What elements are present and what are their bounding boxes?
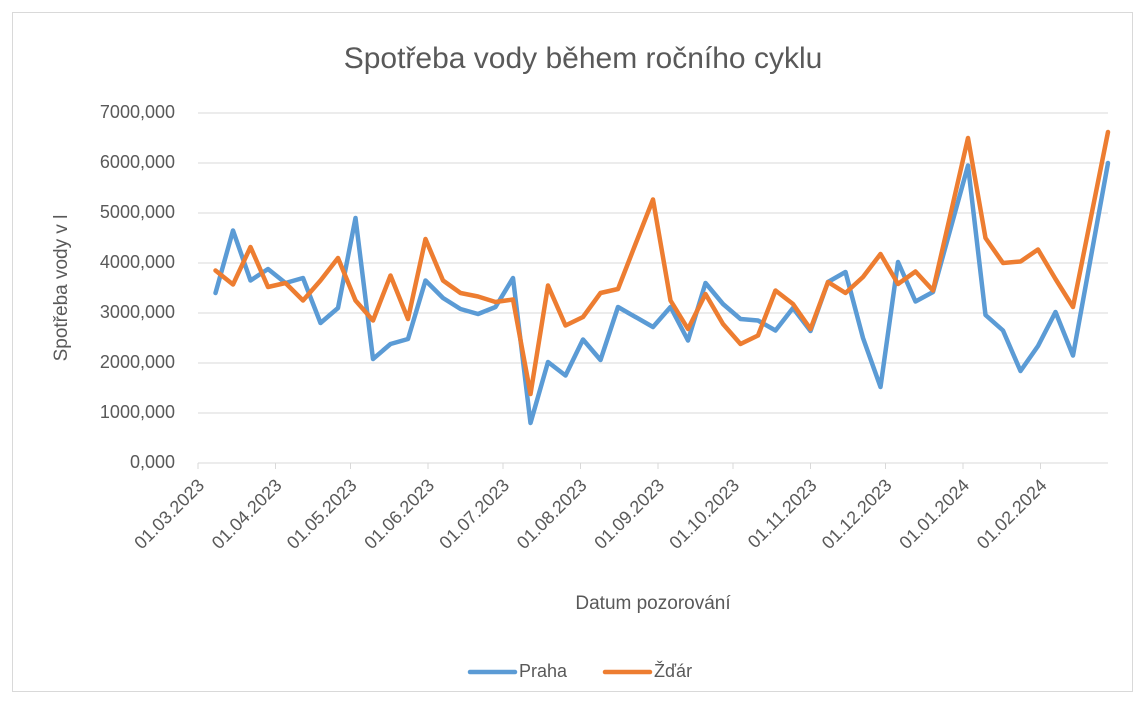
series-line xyxy=(213,160,1111,426)
y-tick-label: 5000,000 xyxy=(100,202,175,222)
y-tick-label: 2000,000 xyxy=(100,352,175,372)
y-tick-label: 6000,000 xyxy=(100,152,175,172)
chart-border xyxy=(12,12,1133,692)
y-tick-label: 1000,000 xyxy=(100,402,175,422)
y-axis-label: Spotřeba vody v l xyxy=(51,215,72,362)
legend-label: Praha xyxy=(519,661,568,681)
y-tick-label: 3000,000 xyxy=(100,302,175,322)
x-axis-label: Datum pozorování xyxy=(575,593,731,614)
y-tick-label: 7000,000 xyxy=(100,102,175,122)
y-tick-label: 4000,000 xyxy=(100,252,175,272)
legend-label: Žďár xyxy=(654,661,692,681)
chart-title: Spotřeba vody během ročního cyklu xyxy=(344,42,823,75)
y-tick-label: 0,000 xyxy=(130,452,175,472)
series-line xyxy=(213,129,1111,397)
